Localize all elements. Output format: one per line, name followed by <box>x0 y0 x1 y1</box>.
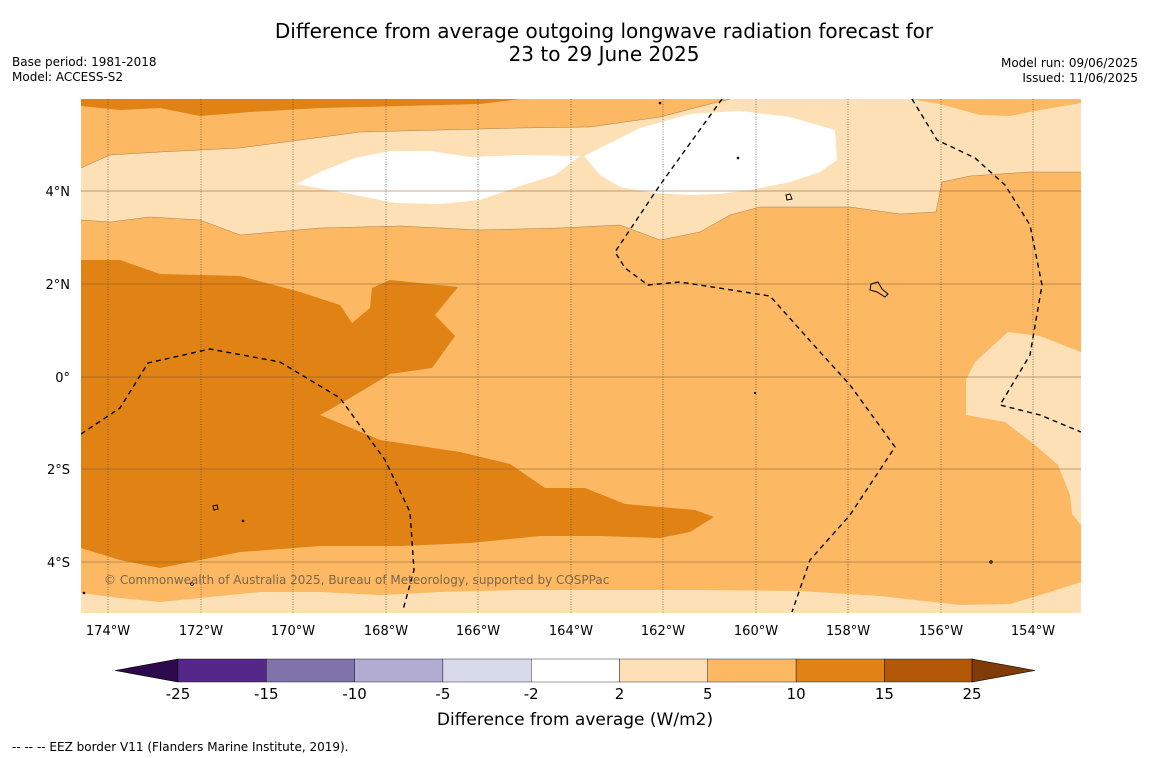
band-10-15-top <box>81 99 520 116</box>
copyright-notice: © Commonwealth of Australia 2025, Bureau… <box>104 573 610 587</box>
islands <box>82 101 993 595</box>
lon-label-174w: 174°W <box>86 624 130 639</box>
lon-label-172w: 172°W <box>179 624 223 639</box>
colorbar-segment <box>795 658 885 683</box>
lon-label-158w: 158°W <box>826 624 870 639</box>
model-run: Model run: 09/06/2025 <box>1000 56 1138 70</box>
colorbar-segment <box>619 658 709 683</box>
map-title: Difference from average outgoing longwav… <box>150 20 1058 66</box>
lat-label-2s: 2°S <box>47 463 70 478</box>
colorbar-tick: -15 <box>254 685 279 703</box>
colorbar: -25 -15 -10 -5 -2 2 5 10 15 25 <box>114 658 1036 703</box>
colorbar-segment <box>707 658 797 683</box>
colorbar-tick: -10 <box>342 685 367 703</box>
colorbar-segment <box>531 658 620 683</box>
colorbar-tick: -25 <box>166 685 191 703</box>
lat-label-2n: 2°N <box>46 278 71 293</box>
issued-date: Issued: 11/06/2025 <box>1022 71 1138 85</box>
colorbar-segment <box>442 658 532 683</box>
title-line-2: 23 to 29 June 2025 <box>508 42 700 66</box>
colorbar-segment <box>884 658 973 683</box>
lon-label-170w: 170°W <box>271 624 315 639</box>
lon-label-166w: 166°W <box>456 624 500 639</box>
band-2-5-south <box>81 582 1081 613</box>
contour-lines <box>81 99 1081 241</box>
map-area <box>81 99 1081 613</box>
band-neutral-east <box>584 111 837 195</box>
meta-right: Model run: 09/06/2025 Issued: 11/06/2025 <box>1001 56 1138 86</box>
lat-label-4n: 4°N <box>46 185 71 200</box>
colorbar-tick: 25 <box>962 685 981 703</box>
eez-borders <box>81 99 1081 613</box>
colorbar-segment <box>266 658 355 683</box>
lon-label-162w: 162°W <box>641 624 685 639</box>
lon-label-154w: 154°W <box>1011 624 1055 639</box>
lon-label-164w: 164°W <box>549 624 593 639</box>
band-5-10-top-right <box>930 99 1081 116</box>
meta-left: Base period: 1981-2018 Model: ACCESS-S2 <box>12 55 157 85</box>
colorbar-tick: 15 <box>875 685 894 703</box>
colorbar-tick: 5 <box>703 685 713 703</box>
title-line-1: Difference from average outgoing longwav… <box>274 19 934 43</box>
colorbar-over-triangle <box>971 658 1036 683</box>
colorbar-tick: 10 <box>787 685 806 703</box>
latitude-gridlines <box>81 190 1081 563</box>
longitude-gridlines <box>107 99 1034 613</box>
colorbar-ticks: -25 -15 -10 -5 -2 2 5 10 15 25 <box>166 685 982 703</box>
latitude-labels: 4°N 2°N 0° 2°S 4°S <box>46 185 71 571</box>
band-2-5-east <box>966 332 1081 525</box>
base-period: Base period: 1981-2018 <box>12 55 157 69</box>
lat-label-4s: 4°S <box>47 556 70 571</box>
eez-footnote: -- -- -- EEZ border V11 (Flanders Marine… <box>12 740 349 754</box>
model-name: Model: ACCESS-S2 <box>12 70 124 84</box>
colorbar-under-triangle <box>114 658 179 683</box>
colorbar-tick: -5 <box>435 685 450 703</box>
band-10-15-west <box>81 260 714 568</box>
lat-label-0: 0° <box>55 371 70 386</box>
colorbar-segment <box>177 658 267 683</box>
lon-label-160w: 160°W <box>734 624 778 639</box>
lon-label-168w: 168°W <box>364 624 408 639</box>
colorbar-segment <box>354 658 444 683</box>
longitude-labels: 174°W 172°W 170°W 168°W 166°W 164°W 162°… <box>86 624 1055 639</box>
colorbar-tick: -2 <box>524 685 539 703</box>
colorbar-tick: 2 <box>615 685 625 703</box>
lon-label-156w: 156°W <box>919 624 963 639</box>
colorbar-label: Difference from average (W/m2) <box>436 710 714 730</box>
